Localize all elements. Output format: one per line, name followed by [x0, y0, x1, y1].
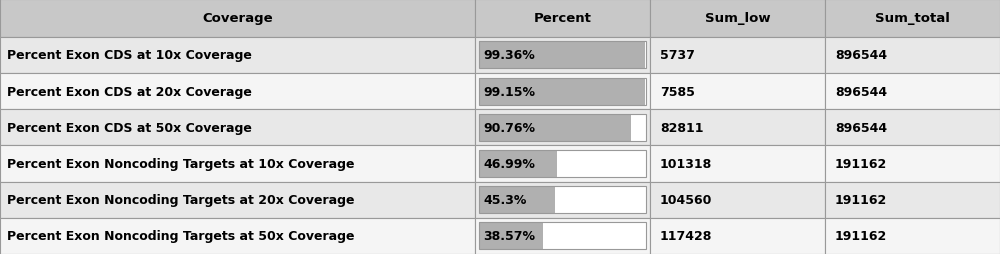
Text: 7585: 7585 [660, 85, 695, 98]
Text: 191162: 191162 [835, 230, 887, 242]
Text: 191162: 191162 [835, 157, 887, 170]
Bar [650, 0, 825, 38]
Bar [0, 146, 475, 182]
Bar [479, 150, 557, 177]
Bar [645, 42, 646, 69]
Bar [650, 218, 825, 254]
Bar [825, 0, 1000, 38]
Bar [479, 78, 646, 105]
Text: Percent Exon CDS at 20x Coverage: Percent Exon CDS at 20x Coverage [7, 85, 252, 98]
Text: 896544: 896544 [835, 121, 887, 134]
Bar [650, 38, 825, 74]
Bar [650, 110, 825, 146]
Text: Percent Exon Noncoding Targets at 50x Coverage: Percent Exon Noncoding Targets at 50x Co… [7, 230, 354, 242]
Bar [825, 182, 1000, 218]
Bar [479, 78, 645, 105]
Bar [479, 42, 646, 69]
Bar [0, 182, 475, 218]
Bar [543, 223, 646, 249]
Text: 101318: 101318 [660, 157, 712, 170]
Bar [479, 223, 543, 249]
Text: Sum_low: Sum_low [705, 12, 770, 25]
Text: Percent Exon Noncoding Targets at 20x Coverage: Percent Exon Noncoding Targets at 20x Co… [7, 194, 354, 206]
Text: 45.3%: 45.3% [483, 194, 526, 206]
Text: 82811: 82811 [660, 121, 703, 134]
Bar [650, 146, 825, 182]
Bar [825, 38, 1000, 74]
Bar [557, 150, 646, 177]
Text: 99.36%: 99.36% [483, 49, 535, 62]
Bar [825, 146, 1000, 182]
Text: 38.57%: 38.57% [483, 230, 535, 242]
Bar [475, 38, 650, 74]
Bar [479, 223, 646, 249]
Bar [479, 114, 631, 141]
Text: Percent Exon CDS at 50x Coverage: Percent Exon CDS at 50x Coverage [7, 121, 252, 134]
Bar [0, 74, 475, 110]
Bar [475, 0, 650, 38]
Text: 191162: 191162 [835, 194, 887, 206]
Text: 46.99%: 46.99% [483, 157, 535, 170]
Bar [479, 42, 645, 69]
Text: Percent: Percent [534, 12, 591, 25]
Bar [825, 74, 1000, 110]
Bar [650, 74, 825, 110]
Bar [475, 74, 650, 110]
Text: Sum_total: Sum_total [875, 12, 950, 25]
Bar [825, 218, 1000, 254]
Bar [475, 182, 650, 218]
Bar [479, 114, 646, 141]
Bar [479, 186, 555, 213]
Bar [825, 110, 1000, 146]
Bar [650, 182, 825, 218]
Bar [0, 0, 475, 38]
Text: 896544: 896544 [835, 85, 887, 98]
Bar [645, 78, 646, 105]
Text: 896544: 896544 [835, 49, 887, 62]
Bar [0, 110, 475, 146]
Bar [555, 186, 646, 213]
Text: Coverage: Coverage [202, 12, 273, 25]
Text: 90.76%: 90.76% [483, 121, 535, 134]
Text: 117428: 117428 [660, 230, 712, 242]
Bar [475, 218, 650, 254]
Bar [479, 150, 646, 177]
Bar [475, 110, 650, 146]
Text: Percent Exon CDS at 10x Coverage: Percent Exon CDS at 10x Coverage [7, 49, 252, 62]
Bar [479, 186, 646, 213]
Bar [631, 114, 646, 141]
Text: 99.15%: 99.15% [483, 85, 535, 98]
Bar [0, 218, 475, 254]
Text: 5737: 5737 [660, 49, 695, 62]
Text: Percent Exon Noncoding Targets at 10x Coverage: Percent Exon Noncoding Targets at 10x Co… [7, 157, 354, 170]
Bar [475, 146, 650, 182]
Text: 104560: 104560 [660, 194, 712, 206]
Bar [0, 38, 475, 74]
